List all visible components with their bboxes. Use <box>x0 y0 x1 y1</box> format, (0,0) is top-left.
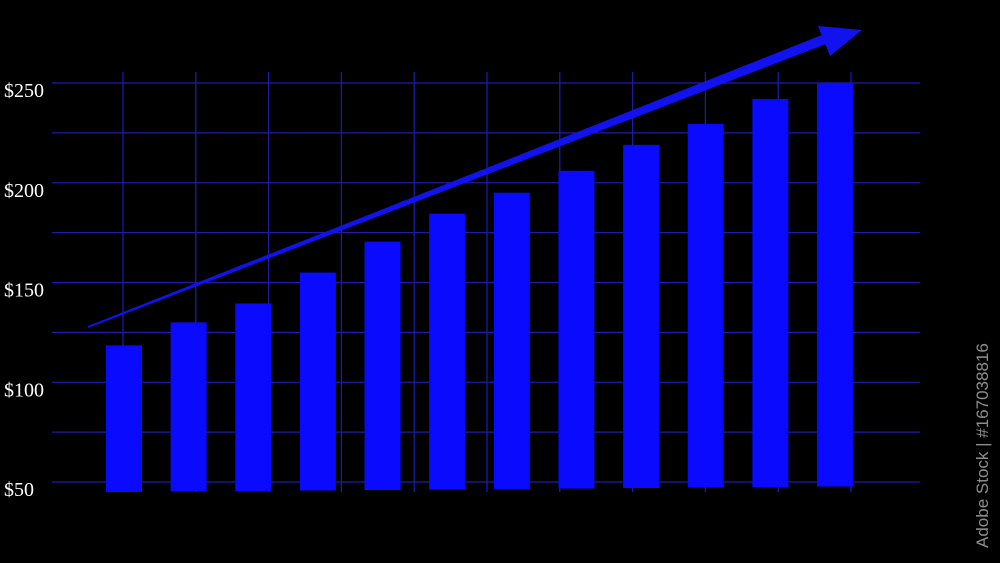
bar <box>170 322 207 492</box>
bar <box>493 192 530 489</box>
bar <box>429 213 466 490</box>
y-tick-label: $150 <box>4 280 44 302</box>
bar <box>752 98 789 488</box>
bar <box>299 272 336 491</box>
bar <box>817 83 853 487</box>
y-tick-label: $100 <box>4 379 44 401</box>
y-tick-label: $200 <box>4 180 44 202</box>
trend-arrow-head <box>818 26 862 56</box>
trend-arrow-shaft <box>88 35 826 328</box>
y-tick-label: $250 <box>4 80 44 102</box>
bar <box>235 303 272 491</box>
y-tick-label: $50 <box>4 479 34 501</box>
bar <box>623 144 660 488</box>
bar <box>364 241 401 490</box>
watermark-text: Adobe Stock | #167038816 <box>973 343 992 548</box>
bar <box>106 345 142 492</box>
bar <box>558 170 595 489</box>
bar <box>687 123 724 488</box>
